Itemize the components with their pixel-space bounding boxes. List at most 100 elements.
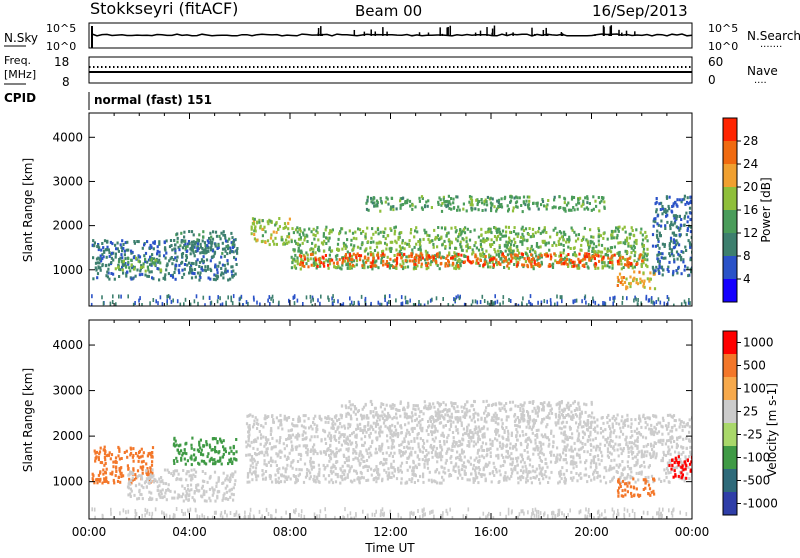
heatmap-cell: [430, 260, 432, 263]
heatmap-cell: [209, 476, 211, 479]
heatmap-cell: [684, 195, 686, 198]
heatmap-cell: [112, 465, 114, 468]
heatmap-cell: [253, 458, 255, 461]
heatmap-cell: [376, 420, 378, 423]
heatmap-cell: [520, 204, 522, 207]
ground-scatter-cell: [294, 294, 296, 298]
heatmap-cell: [191, 262, 193, 265]
heatmap-cell: [229, 496, 231, 499]
heatmap-cell: [650, 278, 652, 281]
heatmap-cell: [529, 463, 531, 466]
heatmap-cell: [301, 424, 303, 427]
ground-scatter-cell: [531, 303, 533, 307]
heatmap-cell: [662, 273, 664, 276]
heatmap-cell: [517, 425, 519, 428]
heatmap-cell: [118, 275, 120, 278]
heatmap-cell: [617, 228, 619, 231]
heatmap-cell: [667, 432, 669, 435]
heatmap-cell: [508, 226, 510, 229]
heatmap-cell: [438, 471, 440, 474]
heatmap-cell: [597, 454, 599, 457]
heatmap-cell: [126, 271, 128, 274]
heatmap-cell: [531, 245, 533, 248]
heatmap-cell: [568, 236, 570, 239]
heatmap-cell: [449, 246, 451, 249]
heatmap-cell: [654, 431, 656, 434]
heatmap-cell: [249, 453, 251, 456]
heatmap-cell: [304, 255, 306, 258]
heatmap-cell: [481, 475, 483, 478]
heatmap-cell: [313, 228, 315, 231]
heatmap-cell: [408, 245, 410, 248]
heatmap-cell: [506, 419, 508, 422]
heatmap-cell: [296, 226, 298, 229]
heatmap-cell: [232, 270, 234, 273]
heatmap-cell: [272, 418, 274, 421]
heatmap-cell: [371, 227, 373, 230]
heatmap-cell: [520, 469, 522, 472]
y-tick-label: 3000: [52, 174, 83, 188]
heatmap-cell: [221, 252, 223, 255]
heatmap-cell: [97, 265, 99, 268]
heatmap-cell: [415, 226, 417, 229]
heatmap-cell: [602, 436, 604, 439]
heatmap-cell: [610, 250, 612, 253]
heatmap-cell: [591, 459, 593, 462]
heatmap-cell: [513, 230, 515, 233]
heatmap-cell: [119, 470, 121, 473]
heatmap-cell: [265, 443, 267, 446]
heatmap-cell: [349, 229, 351, 232]
ground-scatter-cell: [370, 302, 372, 306]
heatmap-cell: [600, 480, 602, 483]
heatmap-cell: [400, 450, 402, 453]
heatmap-cell: [286, 444, 288, 447]
heatmap-cell: [135, 257, 137, 260]
heatmap-cell: [550, 257, 552, 260]
ground-scatter-cell: [684, 300, 686, 304]
heatmap-cell: [142, 472, 144, 475]
heatmap-cell: [424, 205, 426, 208]
heatmap-cell: [206, 244, 208, 247]
y-tick-label: 1000: [52, 263, 83, 277]
heatmap-cell: [444, 265, 446, 268]
heatmap-cell: [171, 248, 173, 251]
heatmap-cell: [227, 279, 229, 282]
heatmap-cell: [366, 208, 368, 211]
heatmap-cell: [498, 480, 500, 483]
heatmap-cell: [582, 200, 584, 203]
ground-scatter-cell: [230, 296, 232, 300]
ground-scatter-cell: [219, 296, 221, 300]
heatmap-cell: [611, 267, 613, 270]
heatmap-cell: [617, 276, 619, 279]
heatmap-cell: [656, 197, 658, 200]
ground-scatter-cell: [310, 295, 312, 299]
heatmap-cell: [643, 248, 645, 251]
heatmap-cell: [344, 461, 346, 464]
ground-scatter-cell: [546, 300, 548, 304]
heatmap-cell: [613, 476, 615, 479]
heatmap-cell: [111, 252, 113, 255]
heatmap-cell: [361, 264, 363, 267]
heatmap-cell: [191, 469, 193, 472]
heatmap-cell: [156, 480, 158, 483]
heatmap-cell: [305, 262, 307, 265]
heatmap-cell: [121, 260, 123, 263]
heatmap-cell: [198, 233, 200, 236]
heatmap-cell: [463, 255, 465, 258]
heatmap-cell: [428, 255, 430, 258]
heatmap-cell: [187, 459, 189, 462]
heatmap-cell: [323, 235, 325, 238]
heatmap-cell: [106, 271, 108, 274]
heatmap-cell: [404, 415, 406, 418]
heatmap-cell: [402, 451, 404, 454]
heatmap-cell: [100, 269, 102, 272]
heatmap-cell: [299, 254, 301, 257]
heatmap-cell: [598, 260, 600, 263]
heatmap-cell: [210, 259, 212, 262]
heatmap-cell: [517, 206, 519, 209]
heatmap-cell: [402, 203, 404, 206]
heatmap-cell: [367, 452, 369, 455]
heatmap-cell: [627, 445, 629, 448]
colorbar-tick-label: 24: [743, 157, 758, 171]
heatmap-cell: [558, 207, 560, 210]
